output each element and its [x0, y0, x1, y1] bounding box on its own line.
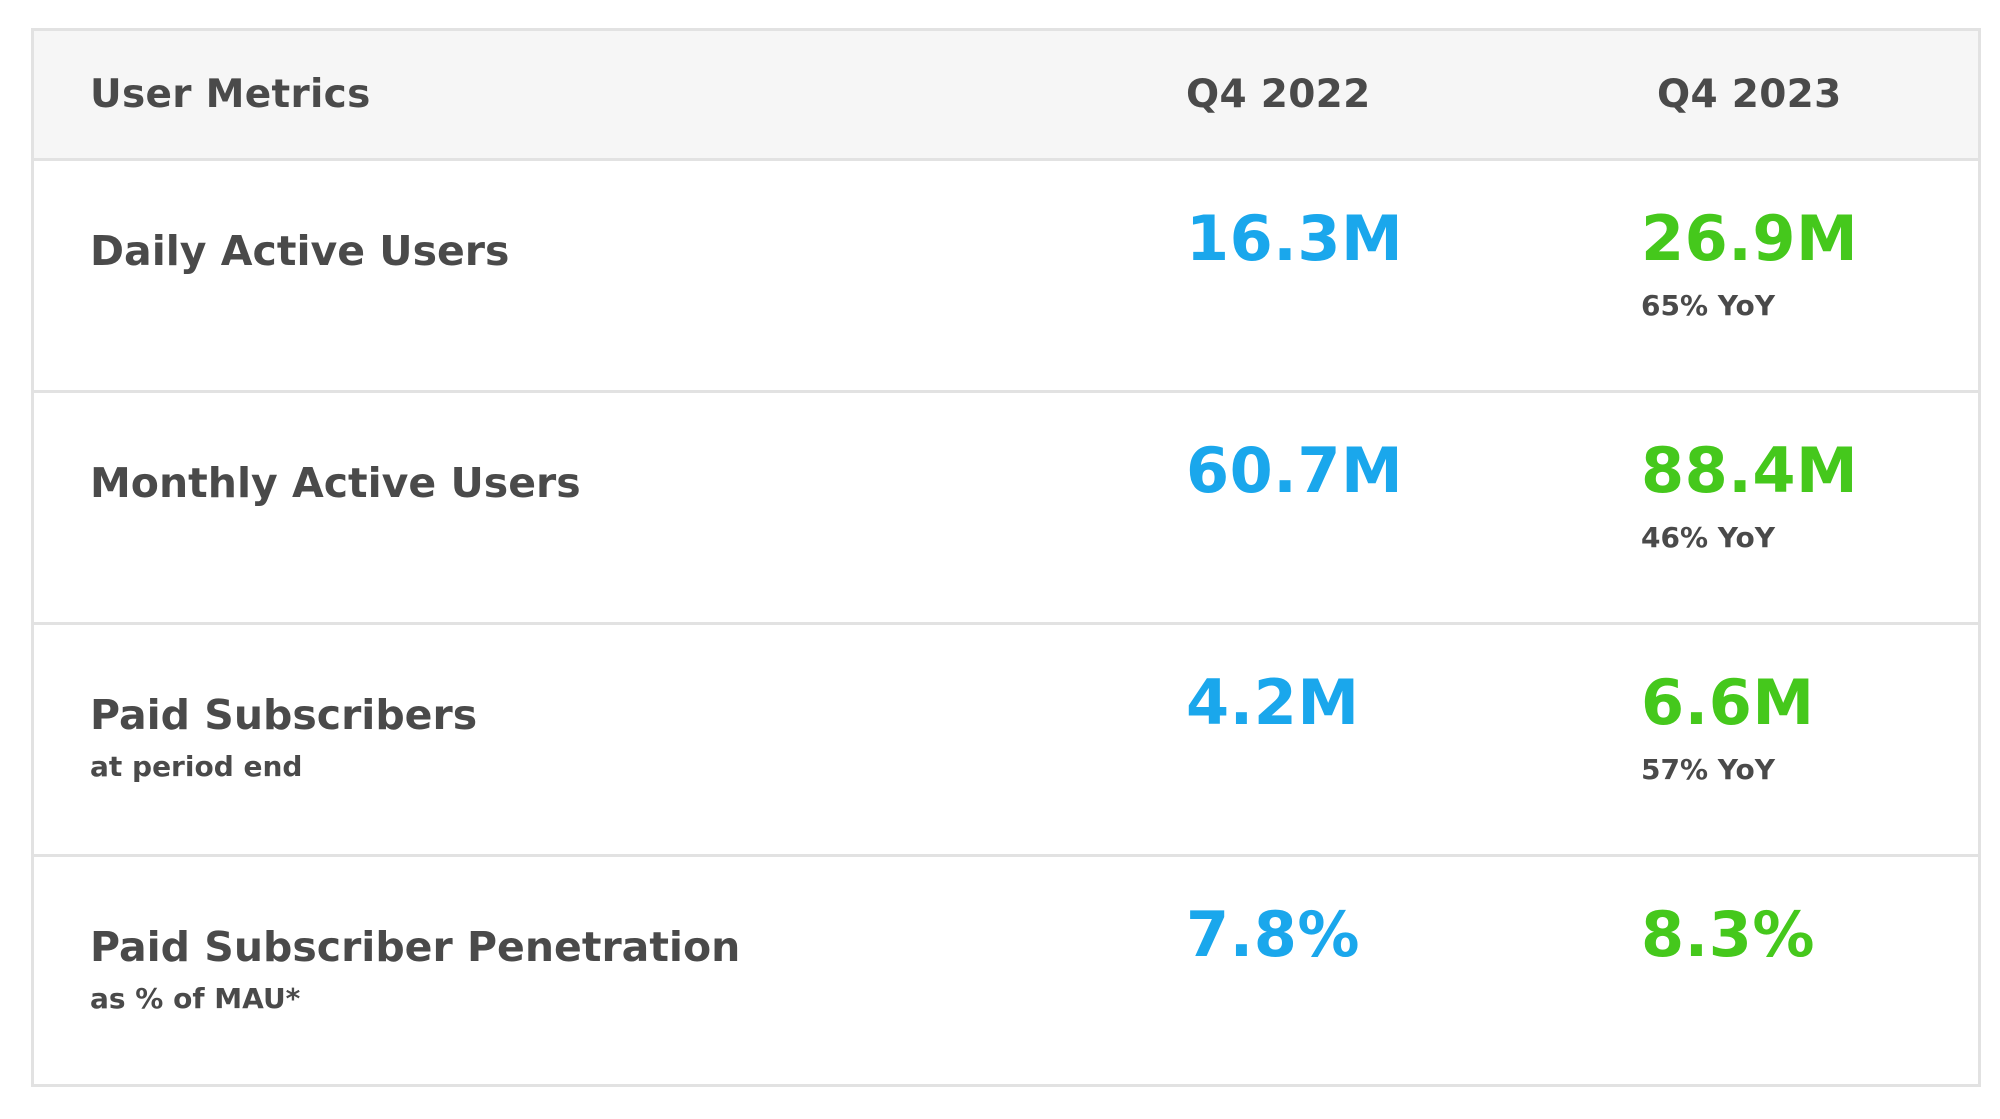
header-q4-2023: Q4 2023	[1657, 72, 1842, 117]
q4-2023-cell: 26.9M 65% YoY	[1609, 161, 1969, 390]
metric-cell: Paid Subscribers at period end	[90, 625, 1090, 854]
metric-label: Paid Subscriber Penetration	[90, 923, 741, 971]
q4-2023-value: 6.6M	[1641, 666, 1815, 739]
metric-label: Monthly Active Users	[90, 459, 581, 507]
q4-2023-cell: 6.6M 57% YoY	[1609, 625, 1969, 854]
metric-cell: Monthly Active Users	[90, 393, 1090, 622]
table-row-paid-subscribers: Paid Subscribers at period end 4.2M 6.6M…	[34, 625, 1978, 857]
q4-2022-value: 7.8%	[1186, 898, 1360, 971]
table-header-row: User Metrics Q4 2022 Q4 2023	[34, 31, 1978, 161]
q4-2022-cell: 16.3M	[1156, 161, 1606, 390]
yoy-growth: 57% YoY	[1641, 753, 1775, 787]
header-cell-q4-2022: Q4 2022	[1156, 31, 1606, 158]
yoy-growth: 65% YoY	[1641, 289, 1775, 323]
user-metrics-table: User Metrics Q4 2022 Q4 2023 Daily Activ…	[31, 28, 1981, 1087]
q4-2022-cell: 60.7M	[1156, 393, 1606, 622]
metric-label: Paid Subscribers	[90, 691, 478, 739]
q4-2022-value: 60.7M	[1186, 434, 1404, 507]
q4-2023-cell: 88.4M 46% YoY	[1609, 393, 1969, 622]
metric-label: Daily Active Users	[90, 227, 510, 275]
metric-sublabel: at period end	[90, 750, 303, 784]
metric-cell: Daily Active Users	[90, 161, 1090, 390]
table-row-paid-subscriber-penetration: Paid Subscriber Penetration as % of MAU*…	[34, 857, 1978, 1089]
header-cell-metric: User Metrics	[90, 31, 1090, 158]
q4-2022-value: 4.2M	[1186, 666, 1360, 739]
q4-2023-value: 88.4M	[1641, 434, 1859, 507]
q4-2022-cell: 7.8%	[1156, 857, 1606, 1089]
header-cell-q4-2023: Q4 2023	[1609, 31, 1969, 158]
q4-2023-cell: 8.3%	[1609, 857, 1969, 1089]
q4-2022-value: 16.3M	[1186, 202, 1404, 275]
table-row-monthly-active-users: Monthly Active Users 60.7M 88.4M 46% YoY	[34, 393, 1978, 625]
yoy-growth: 46% YoY	[1641, 521, 1775, 555]
header-q4-2022: Q4 2022	[1186, 72, 1371, 117]
metric-cell: Paid Subscriber Penetration as % of MAU*	[90, 857, 1090, 1089]
metric-sublabel: as % of MAU*	[90, 982, 301, 1016]
q4-2023-value: 8.3%	[1641, 898, 1815, 971]
q4-2022-cell: 4.2M	[1156, 625, 1606, 854]
header-user-metrics: User Metrics	[90, 72, 371, 117]
table-row-daily-active-users: Daily Active Users 16.3M 26.9M 65% YoY	[34, 161, 1978, 393]
q4-2023-value: 26.9M	[1641, 202, 1859, 275]
